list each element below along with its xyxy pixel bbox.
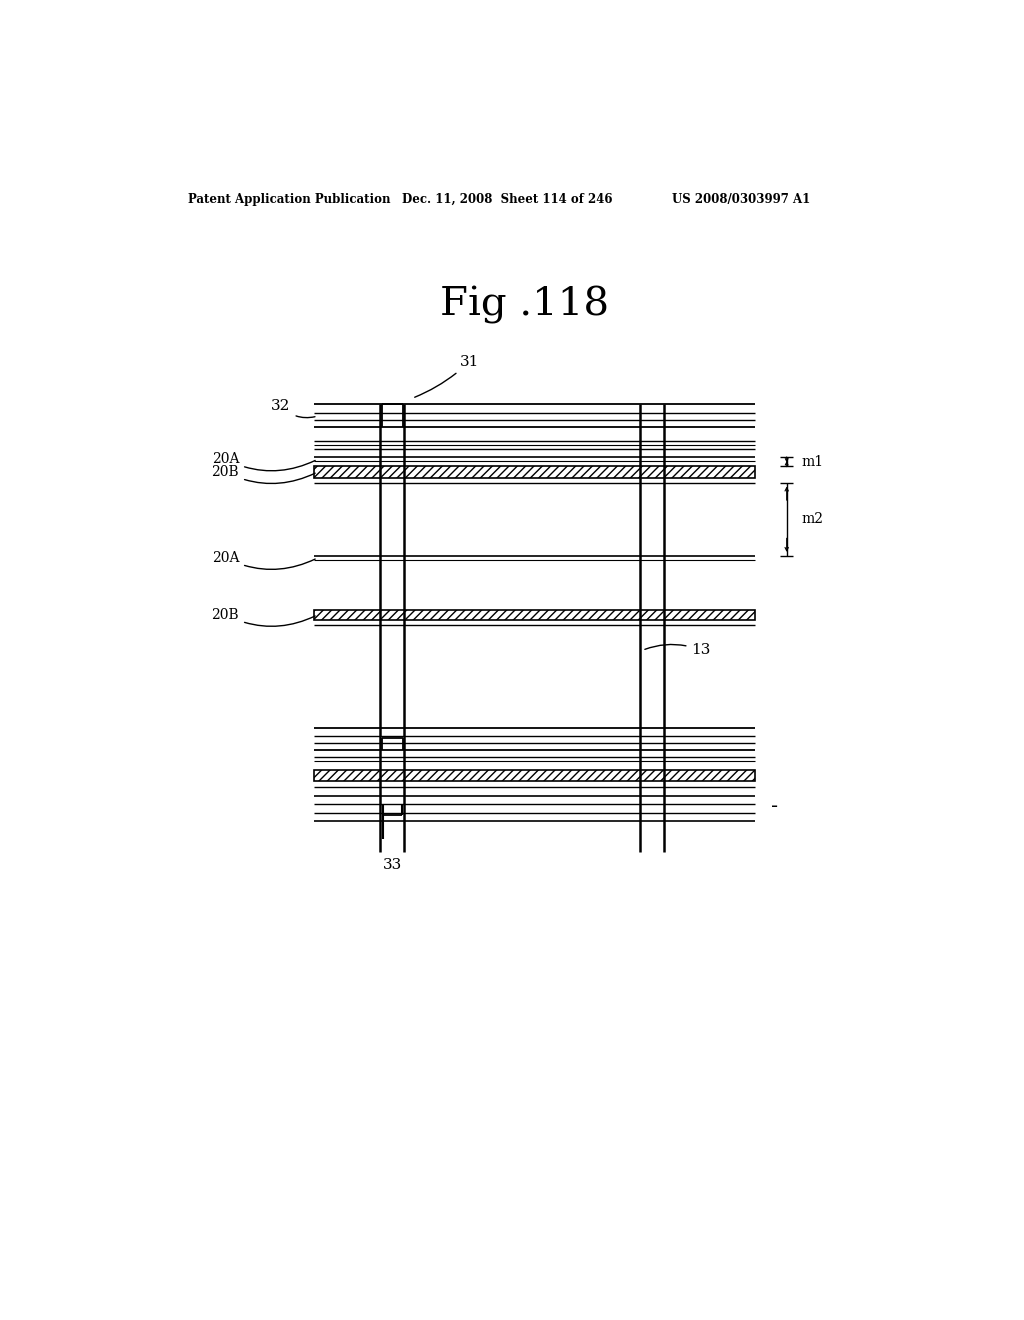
Text: 20B: 20B	[212, 465, 315, 483]
Text: 32: 32	[271, 399, 315, 417]
Text: 20A: 20A	[212, 453, 315, 471]
Bar	[314, 610, 755, 620]
Text: US 2008/0303997 A1: US 2008/0303997 A1	[672, 193, 810, 206]
Text: 33: 33	[383, 858, 401, 871]
Text: 20A: 20A	[212, 550, 315, 569]
Bar	[314, 771, 755, 781]
Bar	[314, 466, 755, 478]
Text: m1: m1	[801, 455, 823, 469]
Text: 20B: 20B	[212, 607, 315, 626]
Text: -: -	[771, 797, 778, 816]
Text: Fig .118: Fig .118	[440, 285, 609, 323]
Text: Patent Application Publication: Patent Application Publication	[187, 193, 390, 206]
Text: m2: m2	[801, 512, 823, 527]
Text: Dec. 11, 2008  Sheet 114 of 246: Dec. 11, 2008 Sheet 114 of 246	[401, 193, 612, 206]
Text: 13: 13	[645, 643, 711, 657]
Text: 31: 31	[415, 355, 479, 397]
